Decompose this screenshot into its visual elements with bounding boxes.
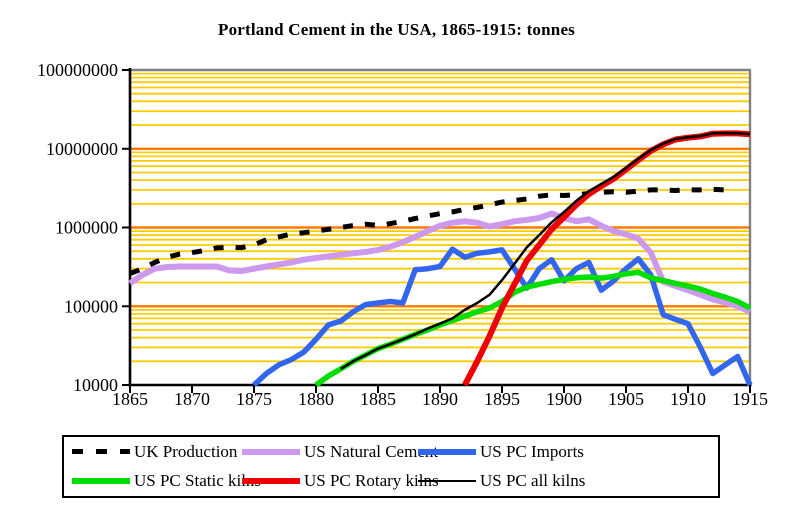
legend-swatch-us-pc-rotary-kilns bbox=[242, 478, 300, 485]
legend-item-us-pc-rotary-kilns: US PC Rotary kilns bbox=[242, 471, 439, 491]
y-tick-label: 100000000 bbox=[37, 60, 118, 80]
legend-swatch-us-pc-all-kilns bbox=[418, 480, 476, 483]
x-tick-label: 1865 bbox=[112, 389, 148, 409]
series-line-us-natural-cement bbox=[128, 210, 752, 315]
legend-item-uk-production: UK Production bbox=[72, 442, 242, 462]
legend-label: US PC Static kilns bbox=[134, 471, 262, 491]
legend-swatch-uk-production bbox=[72, 449, 130, 455]
x-tick-label: 1915 bbox=[732, 389, 768, 409]
series-line-us-pc-imports bbox=[252, 246, 753, 388]
legend-label: US PC Rotary kilns bbox=[304, 471, 439, 491]
x-tick-label: 1890 bbox=[422, 389, 458, 409]
legend-label: UK Production bbox=[134, 441, 238, 461]
legend-item-us-pc-imports: US PC Imports bbox=[418, 442, 718, 462]
legend-label: US Natural Cement bbox=[304, 441, 439, 461]
legend-swatch-us-pc-imports bbox=[418, 448, 476, 455]
legend-label: US PC all kilns bbox=[480, 471, 586, 491]
series-line-us-pc-all-kilns bbox=[340, 131, 751, 370]
y-tick-label: 10000000 bbox=[46, 139, 118, 159]
series-line-uk-production bbox=[129, 186, 726, 276]
legend-label: US PC Imports bbox=[480, 441, 584, 461]
x-tick-label: 1910 bbox=[670, 389, 706, 409]
legend-item-us-pc-static-kilns: US PC Static kilns bbox=[72, 471, 261, 491]
legend-item-us-natural-cement: US Natural Cement bbox=[242, 442, 438, 462]
x-tick-label: 1895 bbox=[484, 389, 520, 409]
legend: UK Production US Natural Cement US PC Im… bbox=[62, 435, 720, 498]
x-tick-label: 1900 bbox=[546, 389, 582, 409]
x-tick-label: 1875 bbox=[236, 389, 272, 409]
y-tick-label: 100000 bbox=[64, 296, 118, 316]
y-tick-label: 10000 bbox=[73, 375, 118, 395]
x-tick-label: 1870 bbox=[174, 389, 210, 409]
x-tick-label: 1905 bbox=[608, 389, 644, 409]
legend-item-us-pc-all-kilns: US PC all kilns bbox=[418, 471, 718, 491]
y-tick-label: 1000000 bbox=[55, 218, 118, 238]
legend-swatch-us-natural-cement bbox=[242, 448, 300, 455]
x-tick-label: 1880 bbox=[298, 389, 334, 409]
legend-swatch-us-pc-static-kilns bbox=[72, 478, 130, 485]
chart-title: Portland Cement in the USA, 1865-1915: t… bbox=[217, 20, 576, 39]
x-tick-label: 1885 bbox=[360, 389, 396, 409]
